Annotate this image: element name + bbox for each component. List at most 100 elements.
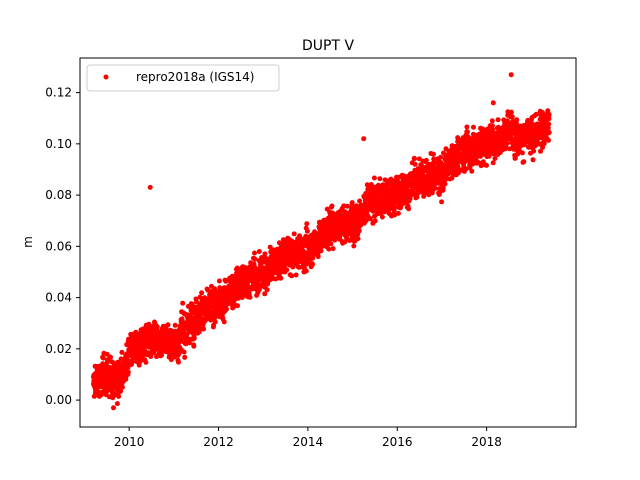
data-point	[165, 322, 171, 328]
data-point	[114, 401, 120, 407]
data-point	[284, 267, 290, 273]
data-point	[136, 362, 142, 368]
data-point	[391, 204, 397, 210]
data-point	[181, 349, 187, 355]
data-point	[439, 199, 445, 205]
data-point	[414, 194, 420, 200]
y-tick-label: 0.04	[45, 291, 72, 305]
data-point	[297, 233, 303, 239]
data-point	[328, 241, 334, 247]
legend-marker	[103, 74, 109, 80]
data-point	[235, 295, 241, 301]
x-tick-label: 2012	[203, 435, 234, 449]
data-point	[199, 290, 205, 296]
y-tick-label: 0.06	[45, 239, 72, 253]
y-tick-label: 0.10	[45, 137, 72, 151]
data-point	[252, 250, 257, 256]
data-point	[154, 324, 160, 330]
data-point	[347, 238, 353, 243]
plot-frame	[79, 57, 577, 428]
data-point	[363, 218, 369, 224]
data-point	[489, 118, 495, 124]
y-tick-label: 0.08	[45, 188, 72, 202]
data-point	[108, 354, 113, 360]
data-point	[492, 156, 498, 161]
data-point	[507, 146, 513, 152]
data-point	[329, 203, 335, 209]
data-point	[291, 231, 297, 237]
data-point	[530, 157, 536, 163]
data-point	[484, 162, 489, 168]
data-point	[514, 117, 520, 123]
data-point	[540, 144, 546, 150]
data-point	[202, 295, 208, 301]
data-point	[187, 340, 192, 346]
data-point	[265, 281, 271, 287]
data-point	[315, 254, 321, 260]
data-point	[546, 130, 552, 136]
data-point	[442, 181, 448, 187]
data-point	[330, 246, 336, 252]
data-point	[201, 326, 206, 332]
data-point	[267, 244, 273, 250]
data-point	[304, 221, 310, 227]
data-point	[416, 156, 422, 162]
data-point	[490, 160, 496, 166]
x-axis: 2010 2012 2014 2016 2018	[114, 427, 502, 449]
data-point	[490, 100, 496, 106]
data-point	[111, 405, 116, 411]
data-point	[412, 161, 418, 167]
data-point	[303, 268, 309, 274]
data-point	[440, 185, 446, 191]
y-tick-label: 0.02	[45, 342, 72, 356]
data-point	[495, 117, 501, 123]
data-point	[545, 108, 551, 114]
data-point	[489, 123, 495, 129]
data-point	[217, 285, 223, 291]
data-point	[116, 393, 122, 399]
data-point	[475, 159, 481, 165]
y-axis-label: m	[21, 236, 35, 248]
data-point	[361, 136, 367, 142]
data-point	[469, 168, 475, 174]
data-point	[231, 297, 237, 303]
data-point	[224, 306, 229, 312]
data-point	[344, 203, 350, 209]
x-tick-label: 2016	[382, 435, 413, 449]
data-point	[546, 137, 551, 143]
data-point	[290, 264, 296, 270]
data-point	[423, 157, 429, 163]
data-point	[546, 116, 552, 121]
data-point	[463, 166, 469, 172]
data-point	[464, 124, 470, 130]
data-point	[262, 291, 268, 297]
data-point	[143, 359, 149, 365]
data-point	[519, 150, 525, 156]
chart-title: DUPT V	[302, 38, 354, 54]
data-point	[180, 300, 186, 306]
data-point	[531, 148, 537, 154]
data-points	[90, 72, 552, 411]
data-point	[430, 151, 436, 157]
data-point	[172, 322, 178, 328]
data-point	[441, 150, 446, 156]
data-point	[540, 110, 545, 115]
data-point	[142, 347, 147, 353]
data-point	[129, 359, 135, 365]
data-point	[367, 216, 373, 222]
legend-box	[86, 64, 280, 92]
data-point	[432, 185, 438, 191]
data-point	[216, 278, 222, 284]
data-point	[309, 262, 315, 268]
data-point	[392, 212, 398, 218]
data-point	[533, 111, 539, 117]
data-point	[363, 190, 369, 196]
data-point	[191, 343, 197, 349]
data-point	[293, 272, 299, 278]
data-point	[471, 124, 476, 130]
data-point	[223, 278, 229, 284]
x-tick-label: 2014	[293, 435, 324, 449]
data-point	[406, 206, 412, 212]
data-point	[509, 114, 515, 120]
